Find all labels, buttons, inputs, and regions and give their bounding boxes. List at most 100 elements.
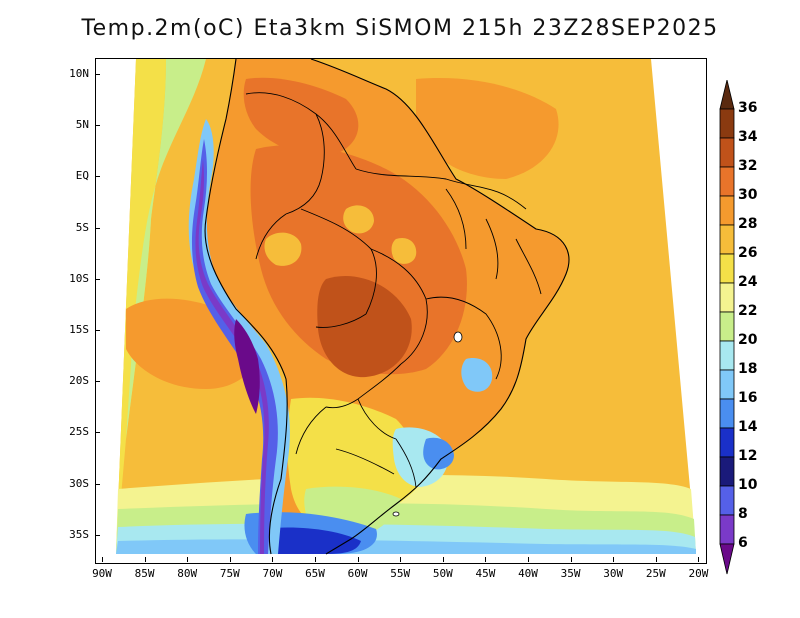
andes-cold-core <box>191 139 278 554</box>
longitude-tick <box>570 557 572 562</box>
central-very-hot <box>317 275 412 378</box>
altiplano-extreme <box>234 319 260 414</box>
latitude-tick <box>95 227 100 229</box>
northern-hot <box>243 77 359 156</box>
longitude-tick <box>144 557 146 562</box>
latitude-label: 20S <box>69 374 89 388</box>
latitude-label: 30S <box>69 476 89 490</box>
serra-cool <box>423 437 454 470</box>
colorbar-label: 32 <box>738 158 758 174</box>
temperature-field <box>96 59 706 563</box>
longitude-label: 25W <box>645 567 666 580</box>
country-boundaries <box>245 92 542 488</box>
latitude-label: 5N <box>75 118 89 132</box>
longitude-label: 55W <box>390 567 411 580</box>
longitude-label: 35W <box>560 567 581 580</box>
amazon-hot-interior <box>250 145 467 375</box>
longitude-tick <box>315 557 316 562</box>
longitude-tick <box>187 557 189 562</box>
patagonia-colder <box>259 527 361 554</box>
latitude-tick <box>95 381 100 383</box>
latitude-label: 10S <box>69 271 89 285</box>
colorbar-label: 30 <box>738 187 758 203</box>
colorbar-swatch <box>719 195 735 226</box>
longitude-label: 85W <box>134 567 155 580</box>
temperature-map <box>95 58 707 564</box>
latitude-tick <box>95 432 100 434</box>
colorbar-label: 8 <box>738 506 748 522</box>
colorbar-label: 10 <box>738 477 758 493</box>
longitude-label: 20W <box>688 567 709 580</box>
map-title: Temp.2m(oC) Eta3km SiSMOM 215h 23Z28SEP2… <box>81 16 719 41</box>
longitude-tick <box>655 557 657 562</box>
longitude-label: 30W <box>603 567 624 580</box>
minas-cool <box>461 358 493 392</box>
colorbar-label: 26 <box>738 245 758 261</box>
longitude-label: 80W <box>177 567 198 580</box>
longitude-label: 50W <box>432 567 453 580</box>
latitude-tick <box>95 534 100 536</box>
colorbar-label: 12 <box>738 448 758 464</box>
latitude-tick <box>95 125 100 127</box>
colorbar-swatch <box>719 369 735 400</box>
longitude-tick <box>272 557 274 562</box>
colorbar-label: 6 <box>738 535 748 551</box>
colorbar-swatch <box>719 456 735 487</box>
colorbar-label: 20 <box>738 332 758 348</box>
colorbar-swatch <box>719 485 735 516</box>
longitude-tick <box>229 557 231 562</box>
latitude-tick <box>95 330 100 331</box>
colorbar-arrow-top <box>719 80 735 110</box>
colorbar-swatch <box>719 137 735 168</box>
longitude-tick <box>698 557 700 562</box>
longitude-label: 60W <box>347 567 368 580</box>
colorbar-swatch <box>719 108 735 139</box>
longitude-label: 90W <box>92 567 112 580</box>
colorbar-label: 36 <box>738 100 758 116</box>
colorbar-swatch <box>719 253 735 284</box>
colorbar-label: 28 <box>738 216 758 232</box>
colorbar-label: 34 <box>738 129 758 145</box>
longitude-tick <box>102 557 103 562</box>
longitude-tick <box>613 557 615 562</box>
longitude-label: 70W <box>262 567 283 580</box>
longitude-label: 75W <box>219 567 240 580</box>
colorbar <box>719 80 735 575</box>
lakes <box>392 331 463 517</box>
latitude-tick <box>95 483 100 485</box>
pacific-cooler-band <box>126 59 206 439</box>
coastline <box>204 59 570 555</box>
longitude-tick <box>357 557 359 562</box>
colorbar-label: 24 <box>738 274 758 290</box>
latitude-tick <box>95 74 100 75</box>
colorbar-swatch <box>719 398 735 429</box>
colorbar-swatch <box>719 224 735 255</box>
colorbar-label: 22 <box>738 303 758 319</box>
colorbar-label: 16 <box>738 390 758 406</box>
longitude-tick <box>400 557 402 562</box>
latitude-label: 15S <box>69 323 89 336</box>
colorbar-swatch <box>719 427 735 458</box>
longitude-tick <box>442 557 444 562</box>
colorbar-swatch <box>719 166 735 197</box>
longitude-label: 65W <box>305 567 325 580</box>
longitude-label: 45W <box>475 567 496 580</box>
latitude-label: 25S <box>69 425 89 439</box>
atlantic-hot-region <box>416 78 559 179</box>
colorbar-swatch <box>719 514 735 545</box>
pale-hot-spots <box>264 205 417 266</box>
latitude-label: 10N <box>69 67 89 80</box>
latitude-label: 5S <box>75 220 89 234</box>
colorbar-swatch <box>719 311 735 342</box>
colorbar-swatch <box>719 282 735 313</box>
longitude-tick <box>485 557 487 562</box>
longitude-label: 40W <box>518 567 538 580</box>
latitude-tick <box>95 278 100 280</box>
latitude-tick <box>95 176 100 178</box>
colorbar-label: 18 <box>738 361 758 377</box>
colorbar-swatch <box>719 340 735 371</box>
latitude-label: 35S <box>69 527 89 541</box>
colorbar-label: 14 <box>738 419 758 435</box>
colorbar-arrow-bottom <box>719 543 735 575</box>
longitude-tick <box>528 557 529 562</box>
